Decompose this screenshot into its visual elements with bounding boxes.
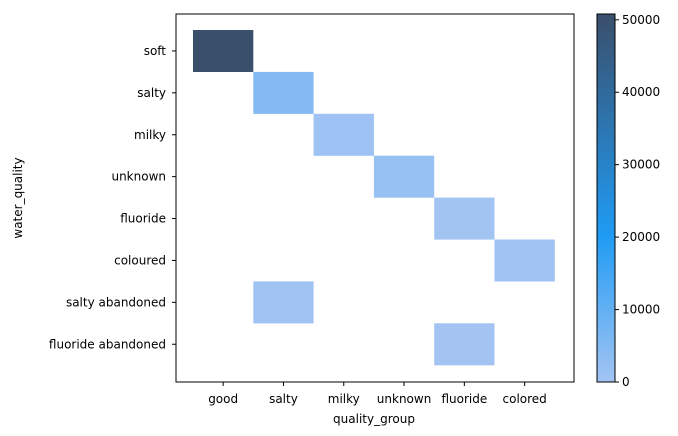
heatmap-cell (434, 323, 495, 366)
y-tick-label: fluoride abandoned (49, 337, 166, 351)
colorbar (596, 13, 616, 383)
x-tick-label: milky (328, 392, 360, 406)
x-tick-label: colored (503, 392, 547, 406)
x-tick-label: salty (269, 392, 298, 406)
y-tick-label: fluoride (120, 212, 166, 226)
colorbar-tick-label: 10000 (622, 303, 660, 317)
y-axis-label: water_quality (11, 157, 25, 238)
colorbar-ticks: 0 10000 20000 30000 40000 50000 (615, 13, 660, 389)
y-tick-label: milky (134, 128, 166, 142)
heatmap-cells (193, 30, 555, 366)
colorbar-tick-label: 30000 (622, 158, 660, 172)
heatmap-cell (313, 113, 374, 156)
x-tick-label: fluoride (441, 392, 487, 406)
plot-frame (175, 13, 575, 383)
heatmap-cell (253, 71, 314, 114)
colorbar-tick-label: 20000 (622, 230, 660, 244)
x-axis-label: quality_group (333, 412, 415, 426)
x-axis-ticks: good salty milky unknown fluoride colored (208, 382, 547, 406)
heatmap-cell (193, 30, 254, 72)
heatmap-cell (373, 155, 435, 198)
colorbar-tick-label: 40000 (622, 85, 660, 99)
x-tick-label: unknown (377, 392, 432, 406)
y-tick-label: coloured (114, 253, 166, 267)
heatmap-cell (434, 197, 495, 240)
y-tick-label: unknown (111, 170, 166, 184)
colorbar-tick-label: 50000 (622, 13, 660, 27)
x-tick-label: good (208, 392, 238, 406)
y-tick-label: salty abandoned (66, 295, 166, 309)
heatmap-cell (494, 239, 555, 282)
colorbar-tick-label: 0 (622, 375, 630, 389)
y-tick-label: salty (137, 86, 166, 100)
y-tick-label: soft (144, 44, 167, 58)
y-axis-ticks: soft salty milky unknown fluoride coloured sal… (49, 44, 176, 351)
heatmap-cell (253, 281, 314, 324)
